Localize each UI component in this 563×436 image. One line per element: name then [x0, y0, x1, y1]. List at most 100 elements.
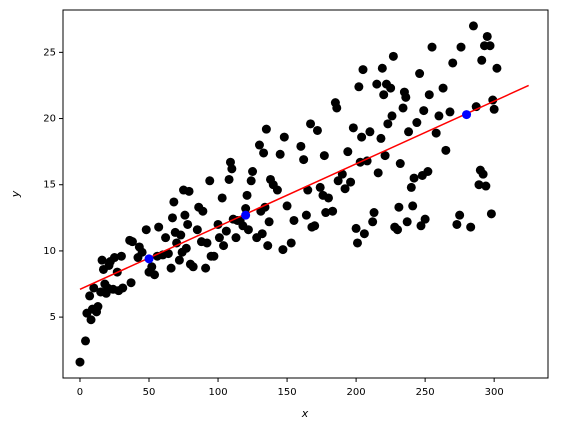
point	[333, 176, 343, 186]
point	[455, 210, 465, 220]
point	[296, 141, 306, 151]
point	[310, 221, 320, 231]
point	[243, 225, 253, 235]
point	[306, 119, 316, 129]
point	[86, 315, 96, 325]
point	[394, 202, 404, 212]
point	[181, 243, 191, 253]
point	[468, 21, 478, 31]
y-tick-label: 20	[43, 114, 56, 125]
point	[172, 238, 182, 248]
point	[137, 247, 147, 257]
point	[368, 217, 378, 227]
point	[241, 204, 251, 214]
point	[81, 336, 91, 346]
point	[259, 148, 269, 158]
point	[388, 51, 398, 61]
point	[75, 357, 85, 367]
point	[416, 221, 426, 231]
x-tick-label: 300	[485, 387, 504, 398]
point	[263, 241, 273, 251]
point	[462, 110, 472, 120]
point	[340, 184, 350, 194]
plot-frame	[62, 9, 549, 379]
point	[383, 119, 393, 129]
point	[348, 123, 358, 133]
point	[299, 155, 309, 165]
point	[434, 111, 444, 121]
point	[466, 222, 476, 232]
point	[209, 251, 219, 261]
point	[393, 225, 403, 235]
point	[166, 263, 176, 273]
point	[180, 210, 190, 220]
point	[224, 174, 234, 184]
point	[441, 145, 451, 155]
point	[278, 245, 288, 255]
point	[116, 251, 126, 261]
point	[419, 106, 429, 116]
point	[372, 79, 382, 89]
point	[248, 166, 258, 176]
point	[362, 156, 372, 166]
point	[477, 55, 487, 65]
point	[205, 176, 215, 186]
point	[482, 31, 492, 41]
point	[386, 83, 396, 93]
point	[492, 63, 502, 73]
x-tick-label: 150	[278, 387, 297, 398]
point	[176, 230, 186, 240]
point	[221, 226, 231, 236]
point	[312, 125, 322, 135]
point	[408, 201, 418, 211]
y-tick-label: 10	[43, 246, 56, 257]
point	[97, 255, 107, 265]
point	[456, 42, 466, 52]
point	[352, 238, 362, 248]
y-tick-label: 25	[43, 47, 56, 58]
point	[321, 208, 331, 218]
point	[365, 127, 375, 137]
point	[147, 262, 157, 272]
point	[161, 233, 171, 243]
point	[231, 233, 241, 243]
point	[241, 210, 251, 220]
point	[219, 241, 229, 251]
point	[452, 219, 462, 229]
point	[89, 283, 99, 293]
point	[301, 210, 311, 220]
point	[167, 213, 177, 223]
point	[192, 225, 202, 235]
point	[272, 185, 282, 195]
point	[445, 107, 455, 117]
point	[85, 291, 95, 301]
point	[202, 238, 212, 248]
point	[398, 103, 408, 113]
point	[423, 166, 433, 176]
point	[328, 206, 338, 216]
point	[358, 65, 368, 75]
point	[401, 92, 411, 102]
point	[448, 58, 458, 68]
point	[282, 201, 292, 211]
point	[126, 278, 136, 288]
y-tick-label: 5	[50, 312, 56, 323]
point	[109, 253, 119, 263]
point	[227, 164, 237, 174]
point	[343, 147, 353, 157]
point	[184, 186, 194, 196]
point	[404, 127, 414, 137]
point	[169, 197, 179, 207]
x-axis-label: x	[301, 407, 309, 420]
point	[478, 169, 488, 179]
point	[150, 270, 160, 280]
point	[346, 177, 356, 187]
point	[242, 190, 252, 200]
point	[174, 255, 184, 265]
point	[118, 283, 128, 293]
point	[481, 181, 491, 191]
x-tick-label: 200	[347, 387, 366, 398]
point	[438, 83, 448, 93]
y-tick-label: 15	[43, 180, 56, 191]
point	[486, 209, 496, 219]
